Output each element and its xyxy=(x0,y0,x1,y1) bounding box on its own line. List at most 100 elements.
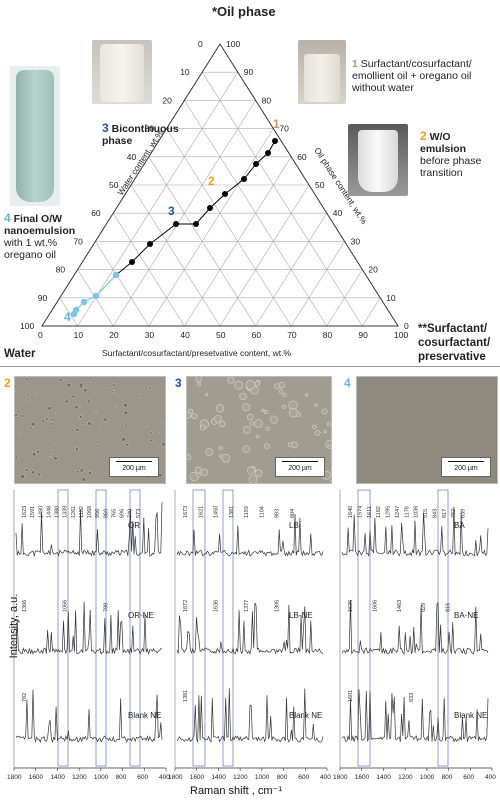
droplet xyxy=(221,453,231,463)
spectrum-trace xyxy=(176,602,324,656)
droplet xyxy=(196,382,202,387)
peak-label: 804 xyxy=(290,509,296,518)
droplet xyxy=(247,413,254,421)
annotation-2-title: W/O emulsion xyxy=(420,131,467,155)
droplet xyxy=(321,408,328,415)
trace-label: BA-NE xyxy=(454,611,478,620)
droplet xyxy=(74,447,79,452)
tick-label-right: 50 xyxy=(315,180,325,190)
micrograph-number-2: 2 xyxy=(4,376,11,390)
axis-label-surfactant: Surfactant/cosurfactant/presetvative con… xyxy=(102,348,291,358)
x-tick-label: 400 xyxy=(320,774,331,781)
tick-label-right: 90 xyxy=(244,67,254,77)
peak-label: 1193 xyxy=(244,506,250,518)
tick-label-left: 70 xyxy=(73,236,83,246)
droplet xyxy=(218,446,223,451)
tick-label-right: 10 xyxy=(386,293,396,303)
droplet xyxy=(263,410,268,415)
droplet xyxy=(114,405,118,409)
droplet xyxy=(53,456,58,461)
droplet xyxy=(20,474,25,479)
droplet xyxy=(248,475,258,483)
droplet xyxy=(86,382,90,386)
peak-label: 956 xyxy=(95,509,101,518)
droplet xyxy=(97,427,101,430)
peak-label: 1448 xyxy=(46,506,52,518)
spectrum-trace xyxy=(15,601,163,656)
peak-label: 765 xyxy=(112,509,118,518)
tick-label-left: 20 xyxy=(162,95,172,105)
droplet xyxy=(15,455,18,459)
annotation-2-text: before phase transition xyxy=(420,155,482,179)
droplet xyxy=(79,468,84,473)
droplet xyxy=(64,399,69,404)
droplet xyxy=(95,410,99,414)
x-tick-label: 800 xyxy=(277,774,288,781)
point-number-4: 4 xyxy=(64,310,71,324)
droplet xyxy=(31,470,35,475)
peak-label: 1381 xyxy=(229,506,235,518)
droplet xyxy=(54,412,58,416)
peak-label: 762 xyxy=(451,509,457,518)
highlight-box xyxy=(357,489,371,767)
x-tick-label: 1000 xyxy=(94,774,109,781)
peak-label: 1623 xyxy=(22,506,28,518)
peak-label: 1306 xyxy=(275,600,281,612)
droplet xyxy=(66,383,72,388)
peak-label: 1640 xyxy=(348,506,354,518)
annotation-2-number: 2 xyxy=(420,129,427,143)
x-tick-label: 1600 xyxy=(29,774,44,781)
spectrum-trace xyxy=(15,502,163,557)
peak-label: 1621 xyxy=(198,506,204,518)
droplet xyxy=(78,382,84,388)
droplet xyxy=(255,434,260,439)
droplet xyxy=(327,444,331,449)
x-tick-label: 1600 xyxy=(190,774,205,781)
tick-label-right: 70 xyxy=(279,124,289,134)
droplet xyxy=(103,417,108,422)
annotation-4-title: Final O/W nanoemulsion xyxy=(4,213,76,237)
spectrum-trace xyxy=(341,506,489,557)
droplet xyxy=(254,419,263,428)
peak-label: 1182 xyxy=(79,506,85,518)
trace-label: LB-NE xyxy=(289,611,313,620)
droplet xyxy=(234,380,244,390)
droplet xyxy=(81,477,86,482)
photo-bicontinuous xyxy=(92,40,152,104)
tick-label-bottom: 50 xyxy=(216,330,226,340)
peak-label: 782 xyxy=(22,693,28,702)
droplet xyxy=(58,378,63,382)
droplet xyxy=(162,445,165,449)
tick-label-bottom: 10 xyxy=(74,330,84,340)
spectra-panel: LB LB-NE Blank NE 1673 1621 1450 1381 1193 1104 9… xyxy=(168,489,331,781)
peak-label: 1611 xyxy=(367,506,373,518)
x-tick-label: 1000 xyxy=(255,774,270,781)
droplet xyxy=(249,421,255,426)
x-tick-label: 1200 xyxy=(72,774,87,781)
scale-bar: 200 µm xyxy=(441,457,491,477)
water-corner-label: Water xyxy=(4,348,36,360)
x-tick-label: 1400 xyxy=(50,774,65,781)
droplet xyxy=(227,377,235,384)
peak-label: 1606 xyxy=(372,600,378,612)
droplet xyxy=(278,389,284,394)
droplet xyxy=(26,392,30,396)
droplet xyxy=(218,420,226,428)
peak-label: 1381 xyxy=(183,690,189,702)
droplet xyxy=(214,414,222,423)
tick-label-left: 50 xyxy=(109,180,119,190)
tick-label-bottom: 30 xyxy=(145,330,155,340)
droplet xyxy=(87,471,92,475)
droplet xyxy=(96,444,100,448)
annotation-3-title: Bicontinuous phase xyxy=(102,123,179,147)
x-tick-label: 400 xyxy=(485,774,496,781)
droplet xyxy=(87,421,92,426)
droplet xyxy=(288,408,298,418)
droplet xyxy=(187,454,192,461)
scale-bar: 200 µm xyxy=(275,457,325,477)
tick-label-left: 40 xyxy=(127,152,137,162)
droplet xyxy=(75,469,80,474)
